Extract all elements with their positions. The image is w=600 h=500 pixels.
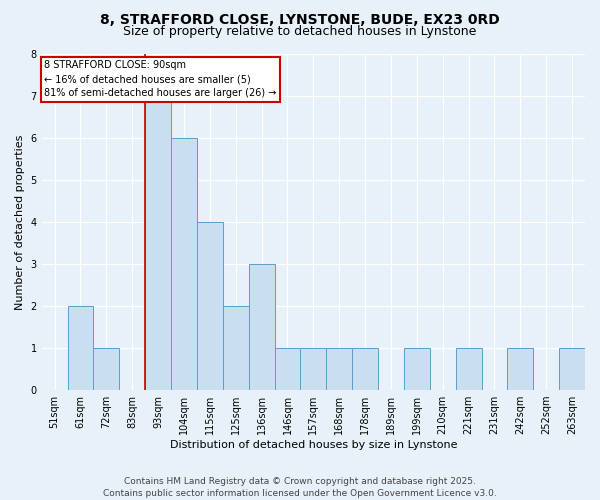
Y-axis label: Number of detached properties: Number of detached properties: [15, 134, 25, 310]
Bar: [455, 348, 482, 390]
Bar: [508, 348, 533, 390]
Text: Contains HM Land Registry data © Crown copyright and database right 2025.
Contai: Contains HM Land Registry data © Crown c…: [103, 476, 497, 498]
Bar: [301, 348, 326, 390]
Bar: [145, 96, 171, 390]
Bar: [94, 348, 119, 390]
Bar: [171, 138, 197, 390]
Bar: [559, 348, 585, 390]
Bar: [248, 264, 275, 390]
Text: 8, STRAFFORD CLOSE, LYNSTONE, BUDE, EX23 0RD: 8, STRAFFORD CLOSE, LYNSTONE, BUDE, EX23…: [100, 12, 500, 26]
Bar: [197, 222, 223, 390]
Bar: [352, 348, 378, 390]
X-axis label: Distribution of detached houses by size in Lynstone: Distribution of detached houses by size …: [170, 440, 457, 450]
Text: 8 STRAFFORD CLOSE: 90sqm
← 16% of detached houses are smaller (5)
81% of semi-de: 8 STRAFFORD CLOSE: 90sqm ← 16% of detach…: [44, 60, 277, 98]
Bar: [326, 348, 352, 390]
Bar: [404, 348, 430, 390]
Bar: [275, 348, 301, 390]
Text: Size of property relative to detached houses in Lynstone: Size of property relative to detached ho…: [124, 25, 476, 38]
Bar: [68, 306, 94, 390]
Bar: [223, 306, 248, 390]
